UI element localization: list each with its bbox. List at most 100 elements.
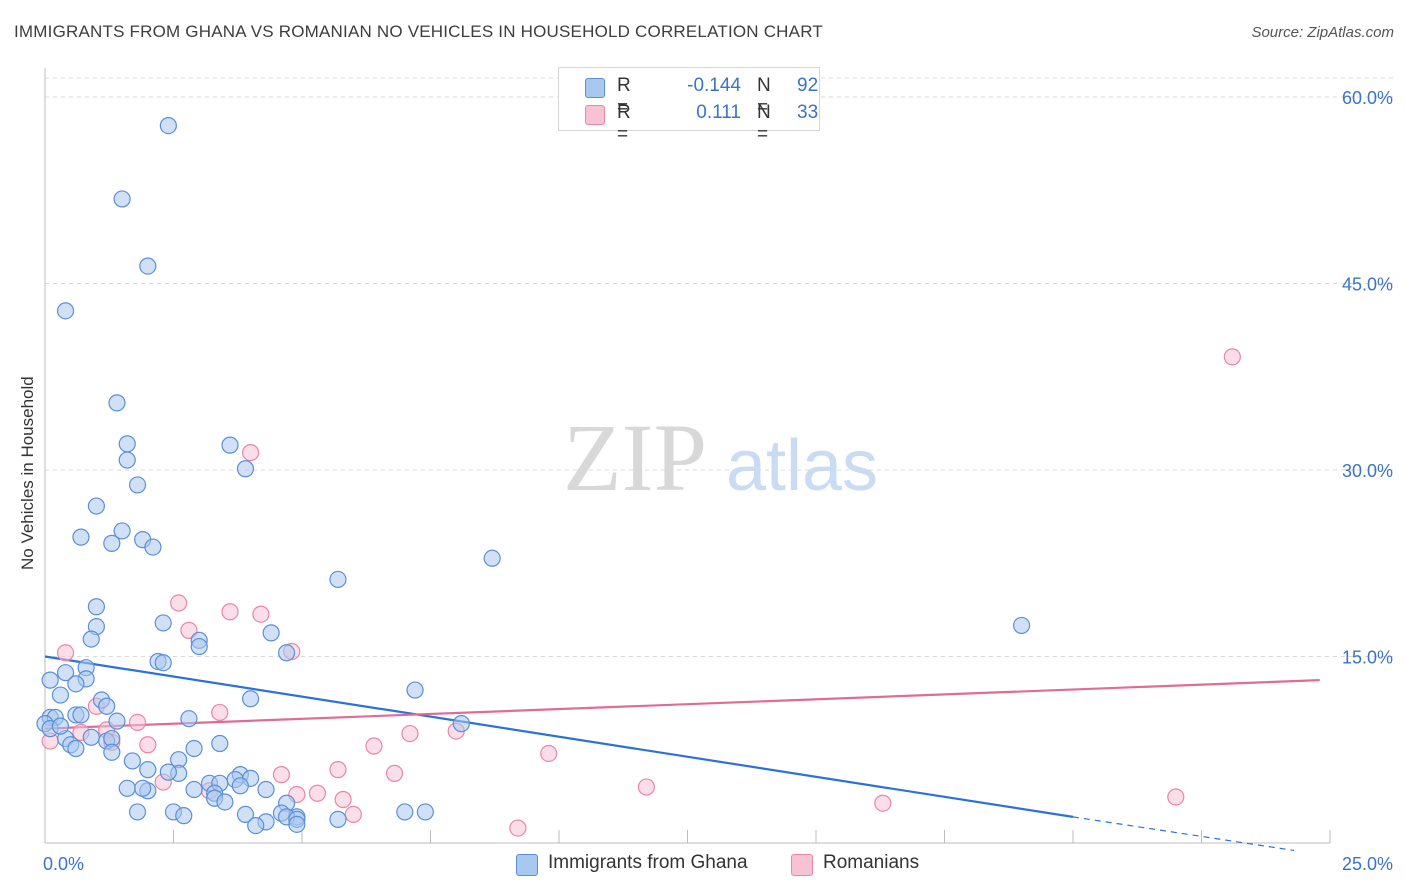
watermark: ZIP atlas <box>563 404 878 511</box>
point-ghana <box>123 752 141 770</box>
legend-r-label: R = <box>617 75 631 118</box>
point-romanians <box>637 778 655 796</box>
y-axis-label-wrap: No Vehicles in Household <box>18 376 42 800</box>
stats-legend: R = -0.144 N = 92 R = 0.111 N = 33 <box>558 67 820 145</box>
point-ghana <box>113 522 131 540</box>
point-ghana <box>159 763 177 781</box>
point-ghana <box>216 793 234 811</box>
point-ghana <box>236 805 255 824</box>
point-romanians <box>344 805 362 824</box>
point-ghana <box>128 803 147 821</box>
point-ghana <box>118 779 136 797</box>
point-ghana <box>231 777 249 795</box>
y-tick-label: 15.0% <box>1342 648 1393 668</box>
trend-lines <box>44 655 1320 852</box>
bottom-legend-label-romanians: Romanians <box>823 852 920 873</box>
point-ghana <box>221 436 239 454</box>
point-romanians <box>1223 348 1241 366</box>
point-ghana <box>108 712 126 730</box>
point-ghana <box>180 710 198 728</box>
point-ghana <box>139 761 157 779</box>
point-ghana <box>159 116 177 135</box>
point-ghana <box>128 476 147 494</box>
point-ghana <box>113 190 131 208</box>
legend-swatch-ghana <box>585 78 605 98</box>
trend-line-romanians <box>44 679 1320 730</box>
bottom-legend-label-ghana: Immigrants from Ghana <box>548 852 748 873</box>
point-ghana <box>108 394 126 412</box>
legend-n-label: N = <box>757 75 771 118</box>
point-romanians <box>180 621 198 639</box>
point-ghana <box>41 671 59 689</box>
point-ghana <box>329 570 347 589</box>
point-ghana <box>72 706 90 724</box>
point-romanians <box>874 794 892 812</box>
point-ghana <box>144 538 162 556</box>
point-romanians <box>139 736 157 754</box>
x-tick-label-min: 0.0% <box>43 854 84 874</box>
point-ghana <box>51 686 70 704</box>
point-ghana <box>87 598 106 616</box>
legend-n-label: N = <box>757 102 771 145</box>
point-romanians <box>334 790 352 809</box>
point-ghana <box>277 644 296 662</box>
point-ghana <box>134 779 152 797</box>
point-romanians <box>211 703 229 722</box>
trend-line-ghana <box>44 655 1074 818</box>
y-tick-label: 30.0% <box>1342 461 1393 481</box>
point-ghana <box>329 810 347 828</box>
point-romanians <box>272 766 291 784</box>
point-ghana <box>288 815 306 833</box>
point-romanians <box>401 724 419 743</box>
point-ghana <box>185 780 203 799</box>
data-points <box>36 116 1241 837</box>
y-tick-label: 60.0% <box>1342 88 1393 108</box>
point-romanians <box>221 603 239 621</box>
point-romanians <box>252 605 270 623</box>
point-ghana <box>190 637 208 656</box>
point-ghana <box>247 816 265 835</box>
legend-r-label: R = <box>617 102 631 145</box>
point-ghana <box>139 257 157 275</box>
point-ghana <box>1012 616 1031 635</box>
legend-r-value-romanians: 0.111 <box>696 102 741 123</box>
grid-lines <box>45 77 1395 657</box>
point-ghana <box>56 664 75 682</box>
point-ghana <box>185 739 203 758</box>
point-ghana <box>257 780 275 799</box>
point-ghana <box>67 675 85 693</box>
point-ghana <box>67 739 85 758</box>
axes <box>44 68 1331 844</box>
point-romanians <box>1167 788 1185 806</box>
point-ghana <box>262 624 280 642</box>
legend-r-value-ghana: -0.144 <box>687 75 741 96</box>
point-ghana <box>82 728 100 746</box>
legend-n-value-romanians: 33 <box>797 102 819 123</box>
point-romanians <box>365 737 383 755</box>
point-ghana <box>56 302 75 320</box>
chart-title: IMMIGRANTS FROM GHANA VS ROMANIAN NO VEH… <box>14 22 823 41</box>
point-ghana <box>72 528 90 546</box>
source-label: Source: ZipAtlas.com <box>1251 24 1394 41</box>
y-tick-label: 45.0% <box>1342 275 1393 295</box>
watermark-atlas: atlas <box>726 426 878 506</box>
point-ghana <box>416 803 434 821</box>
point-romanians <box>128 713 147 731</box>
bottom-legend-swatch-romanians <box>791 854 813 876</box>
point-ghana <box>154 654 172 672</box>
point-romanians <box>540 744 558 763</box>
point-ghana <box>175 807 193 825</box>
legend-n-value-ghana: 92 <box>797 75 819 96</box>
tick-labels: 15.0% 30.0% 45.0% 60.0% 0.0% 25.0% <box>43 88 1393 874</box>
point-romanians <box>170 594 188 612</box>
point-ghana <box>396 803 414 821</box>
point-ghana <box>236 460 255 478</box>
point-ghana <box>98 697 116 715</box>
point-romanians <box>509 819 527 837</box>
y-axis-label: No Vehicles in Household <box>18 376 37 570</box>
point-romanians <box>385 764 404 782</box>
legend-swatch-romanians <box>585 105 605 125</box>
point-ghana <box>118 435 136 453</box>
point-ghana <box>154 614 172 632</box>
